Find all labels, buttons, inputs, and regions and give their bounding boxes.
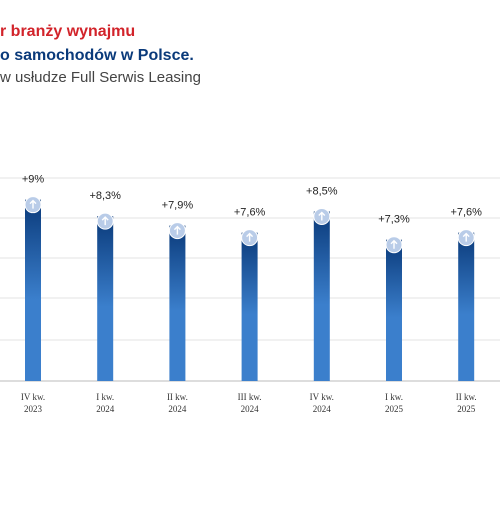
arrow-icon: [318, 211, 326, 221]
x-tick-label: 2024: [241, 404, 260, 414]
value-label: +8,5%: [306, 185, 338, 197]
arrow-icon: [173, 225, 181, 235]
bar: [169, 225, 186, 381]
bar: [97, 216, 114, 381]
x-tick-label: 2023: [24, 404, 43, 414]
value-label: +7,9%: [162, 199, 194, 211]
x-tick-label: IV kw.: [21, 392, 45, 402]
x-tick-label: III kw.: [238, 392, 262, 402]
bar: [313, 211, 330, 381]
arrow-icon: [246, 232, 254, 242]
value-label: +8,3%: [89, 190, 121, 202]
value-label: +7,3%: [378, 214, 410, 226]
x-tick-label: 2024: [313, 404, 332, 414]
bar: [458, 232, 475, 381]
title-line: r branży wynajmu: [0, 23, 135, 40]
value-label: +9%: [22, 174, 45, 186]
bar: [25, 199, 41, 381]
value-label: +7,6%: [450, 207, 482, 219]
bar: [241, 232, 258, 381]
subtitle: w usłudze Full Serwis Leasing: [0, 69, 201, 86]
x-tick-label: II kw.: [167, 392, 188, 402]
x-tick-label: I kw.: [96, 392, 114, 402]
x-tick-label: 2024: [168, 404, 187, 414]
title-line: o samochodów w Polsce.: [0, 47, 194, 64]
arrow-icon: [390, 239, 398, 249]
x-tick-label: I kw.: [385, 392, 403, 402]
arrow-icon: [29, 199, 37, 209]
x-tick-label: II kw.: [456, 392, 477, 402]
x-tick-label: 2025: [457, 404, 476, 414]
arrow-icon: [462, 232, 470, 242]
value-label: +7,6%: [234, 207, 266, 219]
x-tick-label: 2024: [96, 404, 115, 414]
arrow-icon: [101, 216, 109, 226]
bar: [386, 239, 402, 381]
x-tick-label: IV kw.: [310, 392, 334, 402]
x-tick-label: 2025: [385, 404, 404, 414]
